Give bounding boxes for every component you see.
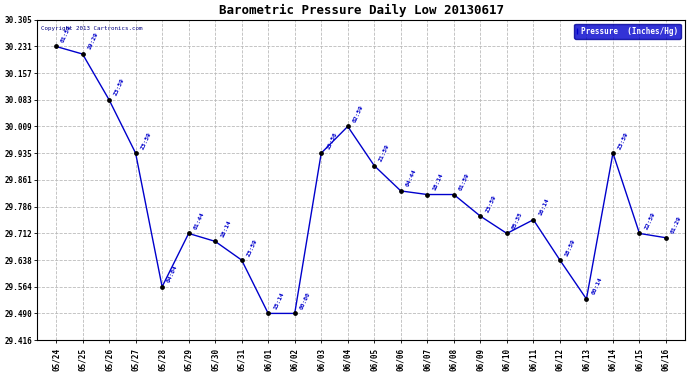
Text: 15:56: 15:56 — [326, 131, 338, 150]
Text: 23:59: 23:59 — [113, 78, 126, 97]
Text: 04:04: 04:04 — [166, 264, 179, 284]
Text: 05:35: 05:35 — [511, 211, 524, 230]
Point — [660, 235, 671, 241]
Text: 22:59: 22:59 — [644, 211, 656, 230]
Point — [130, 150, 141, 156]
Point — [77, 51, 88, 57]
Point — [607, 150, 618, 156]
Point — [183, 230, 194, 236]
Legend: Pressure  (Inches/Hg): Pressure (Inches/Hg) — [575, 24, 681, 39]
Point — [581, 296, 592, 302]
Text: 18:59: 18:59 — [564, 238, 577, 257]
Point — [422, 192, 433, 198]
Text: 15:14: 15:14 — [273, 291, 285, 310]
Text: 18:14: 18:14 — [431, 172, 444, 191]
Text: 00:00: 00:00 — [299, 291, 311, 310]
Point — [104, 97, 115, 103]
Point — [50, 44, 61, 50]
Text: 01:59: 01:59 — [458, 172, 471, 191]
Text: 23:59: 23:59 — [246, 238, 258, 257]
Text: Copyright 2013 Cartronics.com: Copyright 2013 Cartronics.com — [41, 26, 142, 31]
Point — [236, 257, 247, 263]
Text: 23:59: 23:59 — [140, 131, 152, 150]
Point — [368, 163, 380, 169]
Point — [157, 284, 168, 290]
Text: 19:29: 19:29 — [87, 32, 99, 51]
Point — [634, 230, 645, 236]
Text: 18:14: 18:14 — [219, 219, 232, 238]
Point — [448, 192, 460, 198]
Text: 01:29: 01:29 — [670, 216, 682, 235]
Point — [502, 230, 513, 236]
Point — [528, 217, 539, 223]
Text: 21:59: 21:59 — [378, 143, 391, 162]
Text: 23:59: 23:59 — [484, 194, 497, 213]
Point — [263, 310, 274, 316]
Point — [395, 188, 406, 194]
Point — [289, 310, 300, 316]
Point — [316, 150, 327, 156]
Text: 02:59: 02:59 — [352, 104, 364, 123]
Text: 16:14: 16:14 — [538, 198, 550, 217]
Point — [475, 213, 486, 219]
Text: 04:44: 04:44 — [405, 169, 417, 188]
Title: Barometric Pressure Daily Low 20130617: Barometric Pressure Daily Low 20130617 — [219, 4, 504, 17]
Text: 23:59: 23:59 — [617, 131, 629, 150]
Point — [210, 238, 221, 244]
Text: 01:44: 01:44 — [193, 211, 205, 230]
Point — [554, 257, 565, 263]
Text: 00:14: 00:14 — [591, 277, 603, 296]
Text: 01:59: 01:59 — [60, 24, 72, 43]
Point — [342, 123, 353, 129]
